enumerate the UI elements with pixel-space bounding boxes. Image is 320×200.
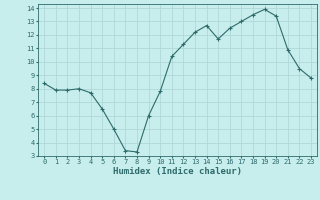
X-axis label: Humidex (Indice chaleur): Humidex (Indice chaleur) — [113, 167, 242, 176]
